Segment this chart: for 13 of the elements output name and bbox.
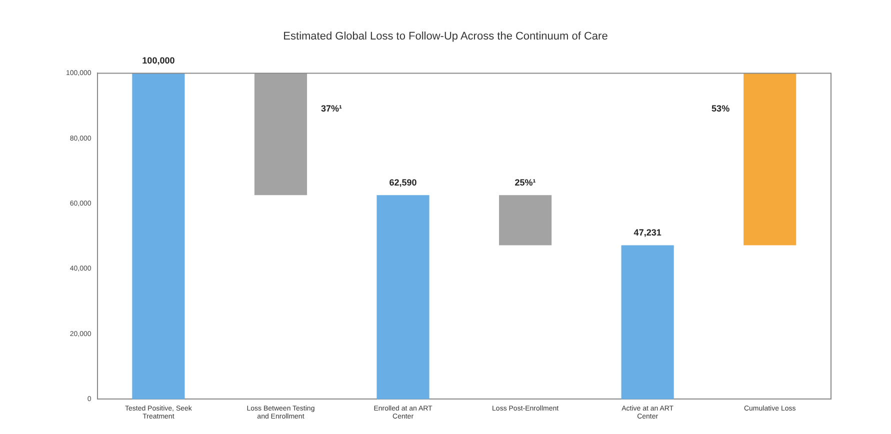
bar [254, 73, 308, 196]
chart-title: Estimated Global Loss to Follow-Up Across the Continuum of Care [283, 30, 608, 43]
bar [744, 73, 796, 246]
bar [499, 195, 552, 246]
annotation: 37%¹ [321, 104, 342, 114]
data-label: 100,000 [142, 56, 175, 66]
bar [621, 245, 674, 400]
data-label: 62,590 [389, 178, 417, 188]
bar [132, 73, 185, 400]
bar [376, 195, 430, 400]
annotation: 53% [712, 104, 730, 114]
data-label: 47,231 [634, 228, 662, 238]
annotation: 25%¹ [514, 178, 536, 188]
